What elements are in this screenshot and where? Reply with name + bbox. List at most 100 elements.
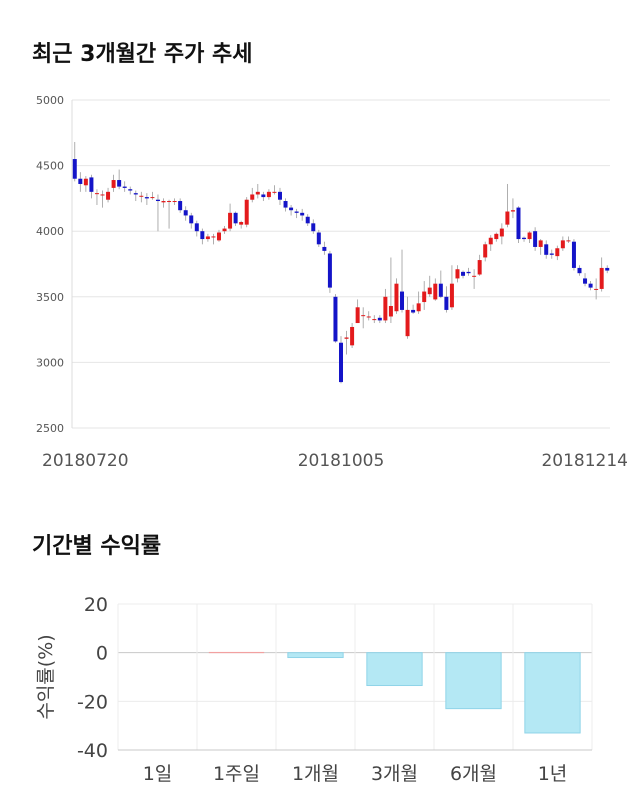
candle-body bbox=[427, 287, 432, 295]
candle-body bbox=[283, 201, 288, 208]
candle-body bbox=[461, 271, 466, 276]
return-bar bbox=[287, 652, 344, 659]
x-tick-label: 3개월 bbox=[371, 763, 418, 785]
candle-body bbox=[533, 231, 538, 247]
y-tick-label: 5000 bbox=[36, 94, 64, 107]
candle-body bbox=[555, 248, 560, 257]
candle-body bbox=[117, 180, 122, 187]
candle-body bbox=[516, 207, 521, 240]
candle-body bbox=[94, 193, 99, 195]
y-axis-label: 수익률(%) bbox=[35, 634, 57, 719]
candle-body bbox=[599, 267, 604, 289]
candle-body bbox=[416, 303, 421, 312]
candle-body bbox=[422, 291, 427, 303]
candle-body bbox=[327, 253, 332, 288]
candle-body bbox=[560, 240, 565, 249]
candle-body bbox=[311, 223, 316, 232]
returns-title: 기간별 수익률 bbox=[32, 534, 162, 559]
candle-body bbox=[594, 288, 599, 290]
x-tick-label: 1일 bbox=[143, 763, 173, 785]
candle-body bbox=[144, 197, 149, 199]
candle-body bbox=[388, 305, 393, 317]
candle-body bbox=[566, 240, 571, 242]
candle-body bbox=[588, 283, 593, 288]
candle-body bbox=[277, 191, 282, 200]
candle-body bbox=[583, 278, 588, 284]
candle-body bbox=[289, 207, 294, 211]
candle-body bbox=[100, 194, 105, 196]
candle-body bbox=[266, 191, 271, 198]
candle-body bbox=[544, 244, 549, 255]
y-tick-label: 2500 bbox=[36, 422, 64, 435]
candle-body bbox=[155, 199, 160, 202]
candle-body bbox=[72, 159, 77, 179]
candle-body bbox=[78, 178, 83, 184]
candle-body bbox=[333, 296, 338, 342]
candle-body bbox=[172, 201, 177, 203]
candle-body bbox=[522, 237, 527, 240]
x-tick-label: 6개월 bbox=[450, 763, 497, 785]
candle-body bbox=[372, 319, 377, 321]
candle-body bbox=[255, 191, 260, 195]
price-candlestick-chart: 2500 3000 3500 4000 4500 5000 20180720 20181005… bbox=[36, 94, 628, 471]
candle-body bbox=[128, 189, 133, 191]
candle-body bbox=[527, 232, 532, 240]
x-tick-label: 20181214 bbox=[541, 451, 628, 471]
candle-body bbox=[222, 228, 227, 232]
y-tick-label: 0 bbox=[96, 643, 108, 665]
y-tick-label: -20 bbox=[77, 691, 108, 713]
candle-body bbox=[89, 177, 94, 192]
x-tick-label: 1개월 bbox=[292, 763, 339, 785]
candle-body bbox=[510, 210, 515, 212]
candle-body bbox=[205, 236, 210, 240]
candle-body bbox=[122, 186, 127, 188]
candle-body bbox=[466, 271, 471, 274]
return-bar bbox=[366, 652, 423, 687]
candle-body bbox=[133, 193, 138, 195]
candle-body bbox=[316, 232, 321, 245]
candle-body bbox=[194, 223, 199, 232]
candle-body bbox=[139, 195, 144, 197]
candle-body bbox=[244, 199, 249, 225]
candle-body bbox=[322, 246, 327, 251]
x-tick-label: 20180720 bbox=[42, 451, 129, 471]
candle-body bbox=[161, 201, 166, 203]
candle-body bbox=[150, 197, 155, 199]
y-tick-label: 4500 bbox=[36, 160, 64, 173]
candle-body bbox=[438, 283, 443, 297]
returns-bar-chart: -40 -20 0 20 1일 1주일 1개월 3개월 6개월 1년 수익률(%) bbox=[35, 594, 593, 785]
x-tick-label: 1년 bbox=[538, 763, 568, 785]
candle-body bbox=[250, 194, 255, 200]
price-trend-title: 최근 3개월간 주가 추세 bbox=[32, 42, 253, 67]
candle-body bbox=[355, 307, 360, 324]
candle-body bbox=[200, 231, 205, 240]
y-tick-label: 4000 bbox=[36, 225, 64, 238]
x-tick-label: 20181005 bbox=[298, 451, 385, 471]
candle-body bbox=[344, 337, 349, 339]
y-tick-label: -40 bbox=[77, 740, 108, 762]
candle-body bbox=[477, 260, 482, 275]
candle-body bbox=[411, 309, 416, 313]
candle-body bbox=[494, 233, 499, 240]
candle-body bbox=[405, 309, 410, 337]
return-bar bbox=[445, 652, 502, 710]
y-tick-label: 3000 bbox=[36, 356, 64, 369]
candle-body bbox=[350, 326, 355, 346]
candle-body bbox=[272, 191, 277, 193]
candle-body bbox=[233, 212, 238, 224]
candle-body bbox=[483, 244, 488, 258]
candle-body bbox=[499, 228, 504, 237]
candle-body bbox=[549, 253, 554, 255]
candle-body bbox=[294, 211, 299, 213]
candle-body bbox=[167, 201, 172, 203]
candle-body bbox=[377, 317, 382, 321]
candle-body bbox=[106, 191, 111, 200]
y-tick-label: 20 bbox=[84, 594, 108, 616]
candle-body bbox=[211, 236, 216, 238]
y-tick-label: 3500 bbox=[36, 291, 64, 304]
candle-body bbox=[239, 222, 244, 225]
candle-body bbox=[505, 211, 510, 225]
candle-body bbox=[111, 180, 116, 188]
candle-body bbox=[300, 212, 305, 216]
candle-body bbox=[433, 283, 438, 300]
